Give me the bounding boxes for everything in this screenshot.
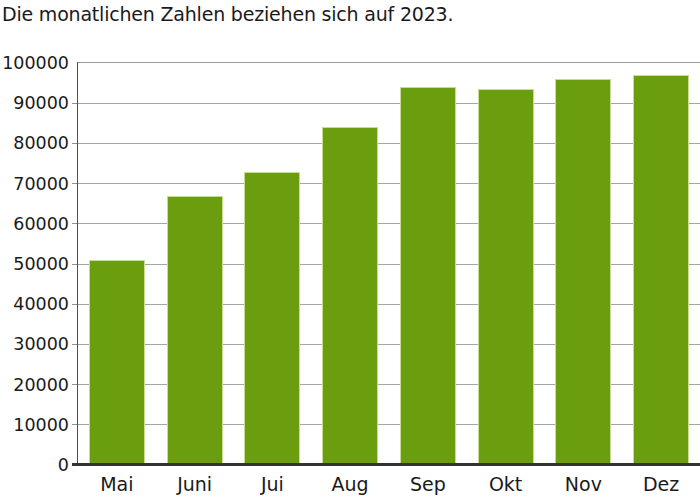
bar-chart: Die monatlichen Zahlen beziehen sich auf… bbox=[0, 0, 700, 499]
y-tick-label: 0 bbox=[0, 453, 69, 477]
y-tick-label: 70000 bbox=[0, 172, 69, 196]
plot-frame-top bbox=[78, 62, 700, 63]
x-tick-label: Aug bbox=[311, 472, 389, 496]
x-tick-label: Nov bbox=[545, 472, 623, 496]
x-tick-label: Jui bbox=[234, 472, 312, 496]
chart-title: Die monatlichen Zahlen beziehen sich auf… bbox=[2, 3, 453, 25]
bar-dez bbox=[633, 75, 689, 465]
y-tick-label: 100000 bbox=[0, 51, 69, 75]
bar-sep bbox=[400, 87, 456, 465]
y-tick-label: 50000 bbox=[0, 252, 69, 276]
y-tick-label: 20000 bbox=[0, 373, 69, 397]
bar-juni bbox=[167, 196, 223, 465]
x-tick-label: Okt bbox=[467, 472, 545, 496]
x-tick-label: Juni bbox=[156, 472, 234, 496]
x-tick-label: Sep bbox=[389, 472, 467, 496]
y-tick-label: 90000 bbox=[0, 91, 69, 115]
y-tick-label: 60000 bbox=[0, 212, 69, 236]
bar-jui bbox=[244, 172, 300, 465]
y-tick-label: 40000 bbox=[0, 292, 69, 316]
bar-aug bbox=[322, 127, 378, 465]
x-tick-label: Mai bbox=[78, 472, 156, 496]
y-tick-label: 80000 bbox=[0, 131, 69, 155]
y-tick-label: 30000 bbox=[0, 332, 69, 356]
x-axis-line bbox=[72, 463, 700, 466]
x-tick-label: Dez bbox=[622, 472, 700, 496]
bar-mai bbox=[89, 260, 145, 465]
bar-okt bbox=[478, 89, 534, 465]
bar-nov bbox=[555, 79, 611, 465]
y-tick-label: 10000 bbox=[0, 413, 69, 437]
y-axis-line bbox=[77, 62, 79, 465]
